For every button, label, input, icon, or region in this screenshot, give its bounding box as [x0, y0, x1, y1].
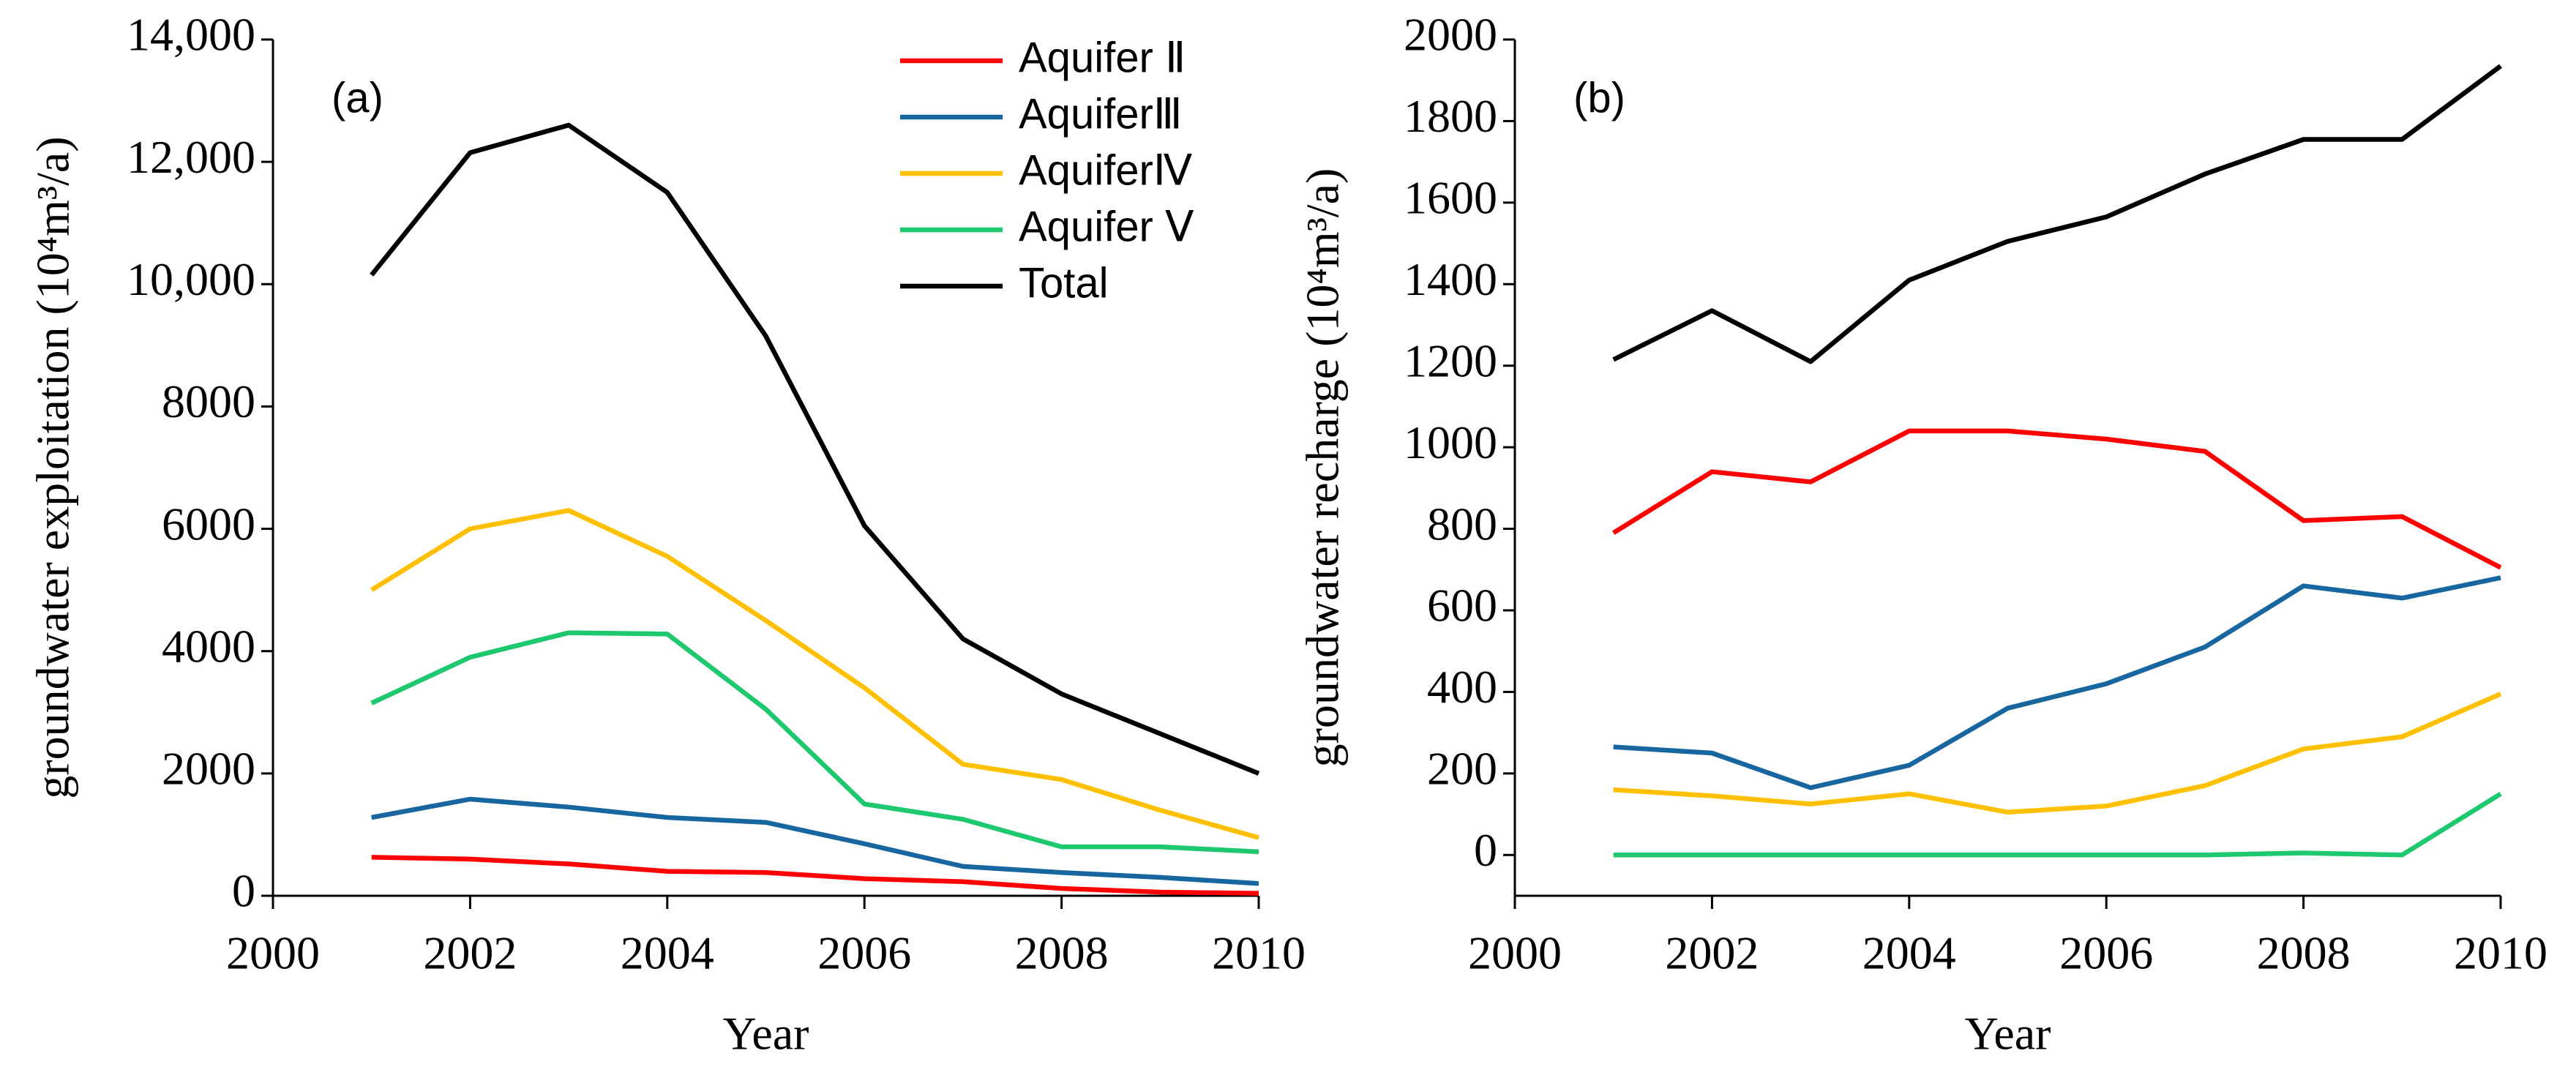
y-tick-label: 1800 [1404, 90, 1497, 142]
x-tick-label: 2006 [2059, 927, 2153, 979]
x-tick-label: 2006 [817, 927, 911, 979]
y-tick-label: 6000 [162, 498, 255, 550]
data-line [370, 508, 1259, 840]
x-tick-label: 2010 [2454, 927, 2547, 979]
data-line [370, 630, 1259, 855]
x-tick-label: 2002 [423, 927, 517, 979]
y-axis-label: groundwater recharge (10⁴m³/a) [1297, 168, 1349, 768]
x-tick-label: 2004 [621, 927, 714, 979]
y-tick-label: 14,000 [127, 9, 255, 61]
y-tick-label: 0 [232, 865, 255, 917]
y-tick-label: 10,000 [127, 253, 255, 305]
y-tick-label: 0 [1474, 824, 1497, 876]
y-tick-label: 8000 [162, 375, 255, 427]
x-axis-label: Year [723, 1008, 809, 1060]
y-tick-label: 400 [1427, 661, 1497, 713]
data-line [1613, 791, 2502, 858]
data-line [371, 796, 1259, 886]
x-tick-label: 2008 [1015, 927, 1109, 979]
x-tick-label: 2002 [1665, 927, 1759, 979]
data-line [1613, 575, 2501, 790]
legend-label: AquiferⅢ [1019, 90, 1183, 138]
y-tick-label: 1000 [1404, 416, 1497, 468]
panel-label: (a) [332, 74, 383, 121]
y-tick-label: 200 [1427, 743, 1497, 795]
y-tick-label: 800 [1427, 498, 1497, 550]
y-tick-label: 2000 [1404, 9, 1497, 61]
y-tick-label: 1400 [1404, 253, 1497, 305]
x-tick-label: 2004 [1862, 927, 1956, 979]
y-tick-label: 2000 [162, 743, 255, 795]
data-line [1613, 692, 2502, 815]
legend-label: Total [1019, 259, 1109, 307]
x-tick-label: 2000 [1468, 927, 1562, 979]
data-line [370, 122, 1260, 776]
legend-label: Aquifer Ⅱ [1019, 34, 1186, 81]
data-line [1611, 428, 2502, 570]
data-line [1612, 64, 2502, 364]
y-tick-label: 600 [1427, 580, 1497, 632]
y-tick-label: 4000 [162, 620, 255, 672]
legend-label: AquiferⅣ [1019, 146, 1193, 194]
legend-label: Aquifer Ⅴ [1019, 203, 1194, 250]
data-line [371, 855, 1259, 896]
y-tick-label: 12,000 [127, 131, 255, 183]
y-axis-label: groundwater exploitation (10⁴m³/a) [27, 136, 79, 798]
panel-label: (b) [1573, 74, 1625, 121]
x-tick-label: 2000 [226, 927, 320, 979]
x-axis-label: Year [1965, 1008, 2051, 1060]
y-tick-label: 1200 [1404, 334, 1497, 386]
y-tick-label: 1600 [1404, 172, 1497, 224]
x-tick-label: 2010 [1212, 927, 1306, 979]
x-tick-label: 2008 [2257, 927, 2351, 979]
